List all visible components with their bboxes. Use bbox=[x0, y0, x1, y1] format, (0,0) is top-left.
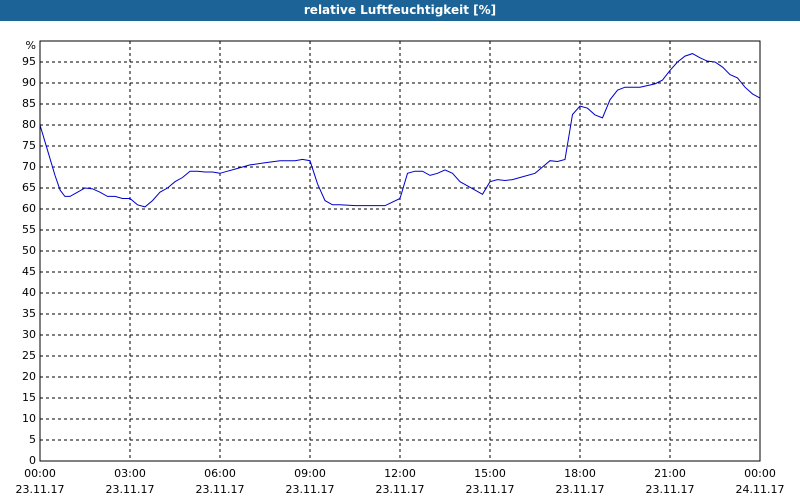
x-tick-date: 23.11.17 bbox=[376, 483, 425, 496]
y-tick-label: 80 bbox=[22, 118, 36, 131]
y-tick-label: 60 bbox=[22, 202, 36, 215]
y-tick-label: 25 bbox=[22, 349, 36, 362]
y-tick-label: 40 bbox=[22, 286, 36, 299]
x-tick-label: 03:00 bbox=[114, 467, 146, 480]
x-tick-label: 15:00 bbox=[474, 467, 506, 480]
y-tick-label: 15 bbox=[22, 391, 36, 404]
plot-border bbox=[39, 40, 761, 462]
x-tick-date: 23.11.17 bbox=[106, 483, 155, 496]
x-tick-date: 23.11.17 bbox=[196, 483, 245, 496]
y-tick-label: 10 bbox=[22, 412, 36, 425]
y-tick-label: 5 bbox=[29, 433, 36, 446]
y-unit: % bbox=[26, 39, 36, 52]
x-tick-date: 23.11.17 bbox=[466, 483, 515, 496]
y-tick-label: 85 bbox=[22, 97, 36, 110]
x-tick-label: 00:00 bbox=[24, 467, 56, 480]
line bbox=[39, 53, 761, 208]
x-tick-label: 18:00 bbox=[564, 467, 596, 480]
y-tick-label: 70 bbox=[22, 160, 36, 173]
y-tick-label: 50 bbox=[22, 244, 36, 257]
y-tick-label: 20 bbox=[22, 370, 36, 383]
x-tick-date: 24.11.17 bbox=[736, 483, 785, 496]
x-tick-date: 23.11.17 bbox=[646, 483, 695, 496]
y-tick-label: 65 bbox=[22, 181, 36, 194]
y-tick-label: 45 bbox=[22, 265, 36, 278]
chart-title: relative Luftfeuchtigkeit [%] bbox=[0, 0, 800, 21]
x-tick-date: 23.11.17 bbox=[286, 483, 335, 496]
x-tick-label: 09:00 bbox=[294, 467, 326, 480]
x-tick-date: 23.11.17 bbox=[556, 483, 605, 496]
y-tick-label: 90 bbox=[22, 76, 36, 89]
x-tick-label: 06:00 bbox=[204, 467, 236, 480]
y-tick-label: 95 bbox=[22, 55, 36, 68]
x-tick-date: 23.11.17 bbox=[16, 483, 65, 496]
y-tick-label: 55 bbox=[22, 223, 36, 236]
y-tick-label: 30 bbox=[22, 328, 36, 341]
y-tick-label: 35 bbox=[22, 307, 36, 320]
x-tick-label: 21:00 bbox=[654, 467, 686, 480]
x-tick-label: 12:00 bbox=[384, 467, 416, 480]
y-tick-label: 75 bbox=[22, 139, 36, 152]
y-tick-label: 0 bbox=[29, 454, 36, 467]
x-tick-label: 00:00 bbox=[744, 467, 776, 480]
